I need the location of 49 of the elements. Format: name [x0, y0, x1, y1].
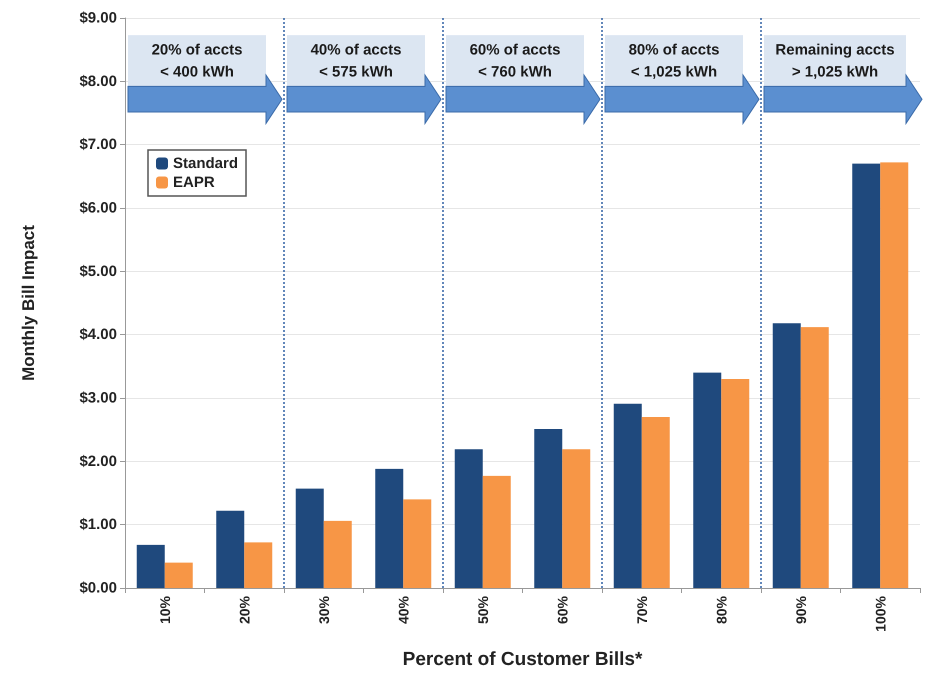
bar: [614, 404, 642, 588]
y-tick-label: $5.00: [79, 262, 117, 280]
x-tick-label: 10%: [156, 595, 173, 624]
x-tick-label: 70%: [634, 595, 650, 624]
bar: [721, 379, 750, 588]
bar: [324, 520, 352, 588]
bar: [375, 468, 404, 588]
x-tick-label: 100%: [872, 595, 888, 632]
legend-label: EAPR: [173, 174, 215, 191]
x-tick-label: 50%: [474, 595, 491, 624]
x-tick-label: 80%: [713, 595, 730, 624]
y-tick-label: $1.00: [79, 516, 117, 534]
band-label: 20% of accts < 400 kWh: [152, 41, 242, 80]
x-tick-label: 30%: [316, 595, 332, 624]
x-tick-label: 40%: [395, 595, 412, 624]
y-tick-label: $8.00: [79, 72, 117, 90]
bar: [454, 449, 483, 588]
bar: [164, 562, 193, 588]
y-tick-label: $2.00: [79, 452, 117, 470]
bar: [296, 488, 324, 588]
y-tick-label: $4.00: [79, 326, 117, 344]
bar: [693, 372, 722, 588]
y-tick-label: $0.00: [79, 580, 117, 596]
x-tick-label: 20%: [236, 595, 252, 624]
legend-label: Standard: [173, 155, 238, 172]
bar: [403, 499, 432, 588]
x-tick-label: 90%: [792, 595, 809, 624]
x-axis-title: Percent of Customer Bills*: [402, 649, 643, 670]
bar: [772, 323, 801, 588]
y-tick-label: $6.00: [79, 200, 117, 216]
bar: [244, 542, 272, 588]
bar: [216, 510, 244, 588]
y-tick-label: $9.00: [79, 10, 117, 26]
bar: [562, 449, 590, 588]
y-tick-label: $3.00: [79, 390, 117, 406]
bar: [800, 327, 829, 588]
y-tick-label: $7.00: [79, 136, 117, 154]
x-tick-label: 60%: [554, 595, 570, 624]
bar: [534, 429, 562, 588]
band-label: 80% of accts < 1,025 kWh: [628, 41, 720, 80]
bar: [880, 162, 908, 588]
bar: [852, 164, 880, 588]
band-label: 40% of accts < 575 kWh: [310, 41, 402, 80]
bar: [642, 417, 670, 588]
band-label: Remaining accts > 1,025 kWh: [775, 41, 895, 80]
bar: [136, 544, 165, 588]
y-axis-title: Monthly Bill Impact: [19, 224, 38, 381]
band-label: 60% of accts < 760 kWh: [470, 41, 560, 80]
bar: [482, 476, 511, 588]
